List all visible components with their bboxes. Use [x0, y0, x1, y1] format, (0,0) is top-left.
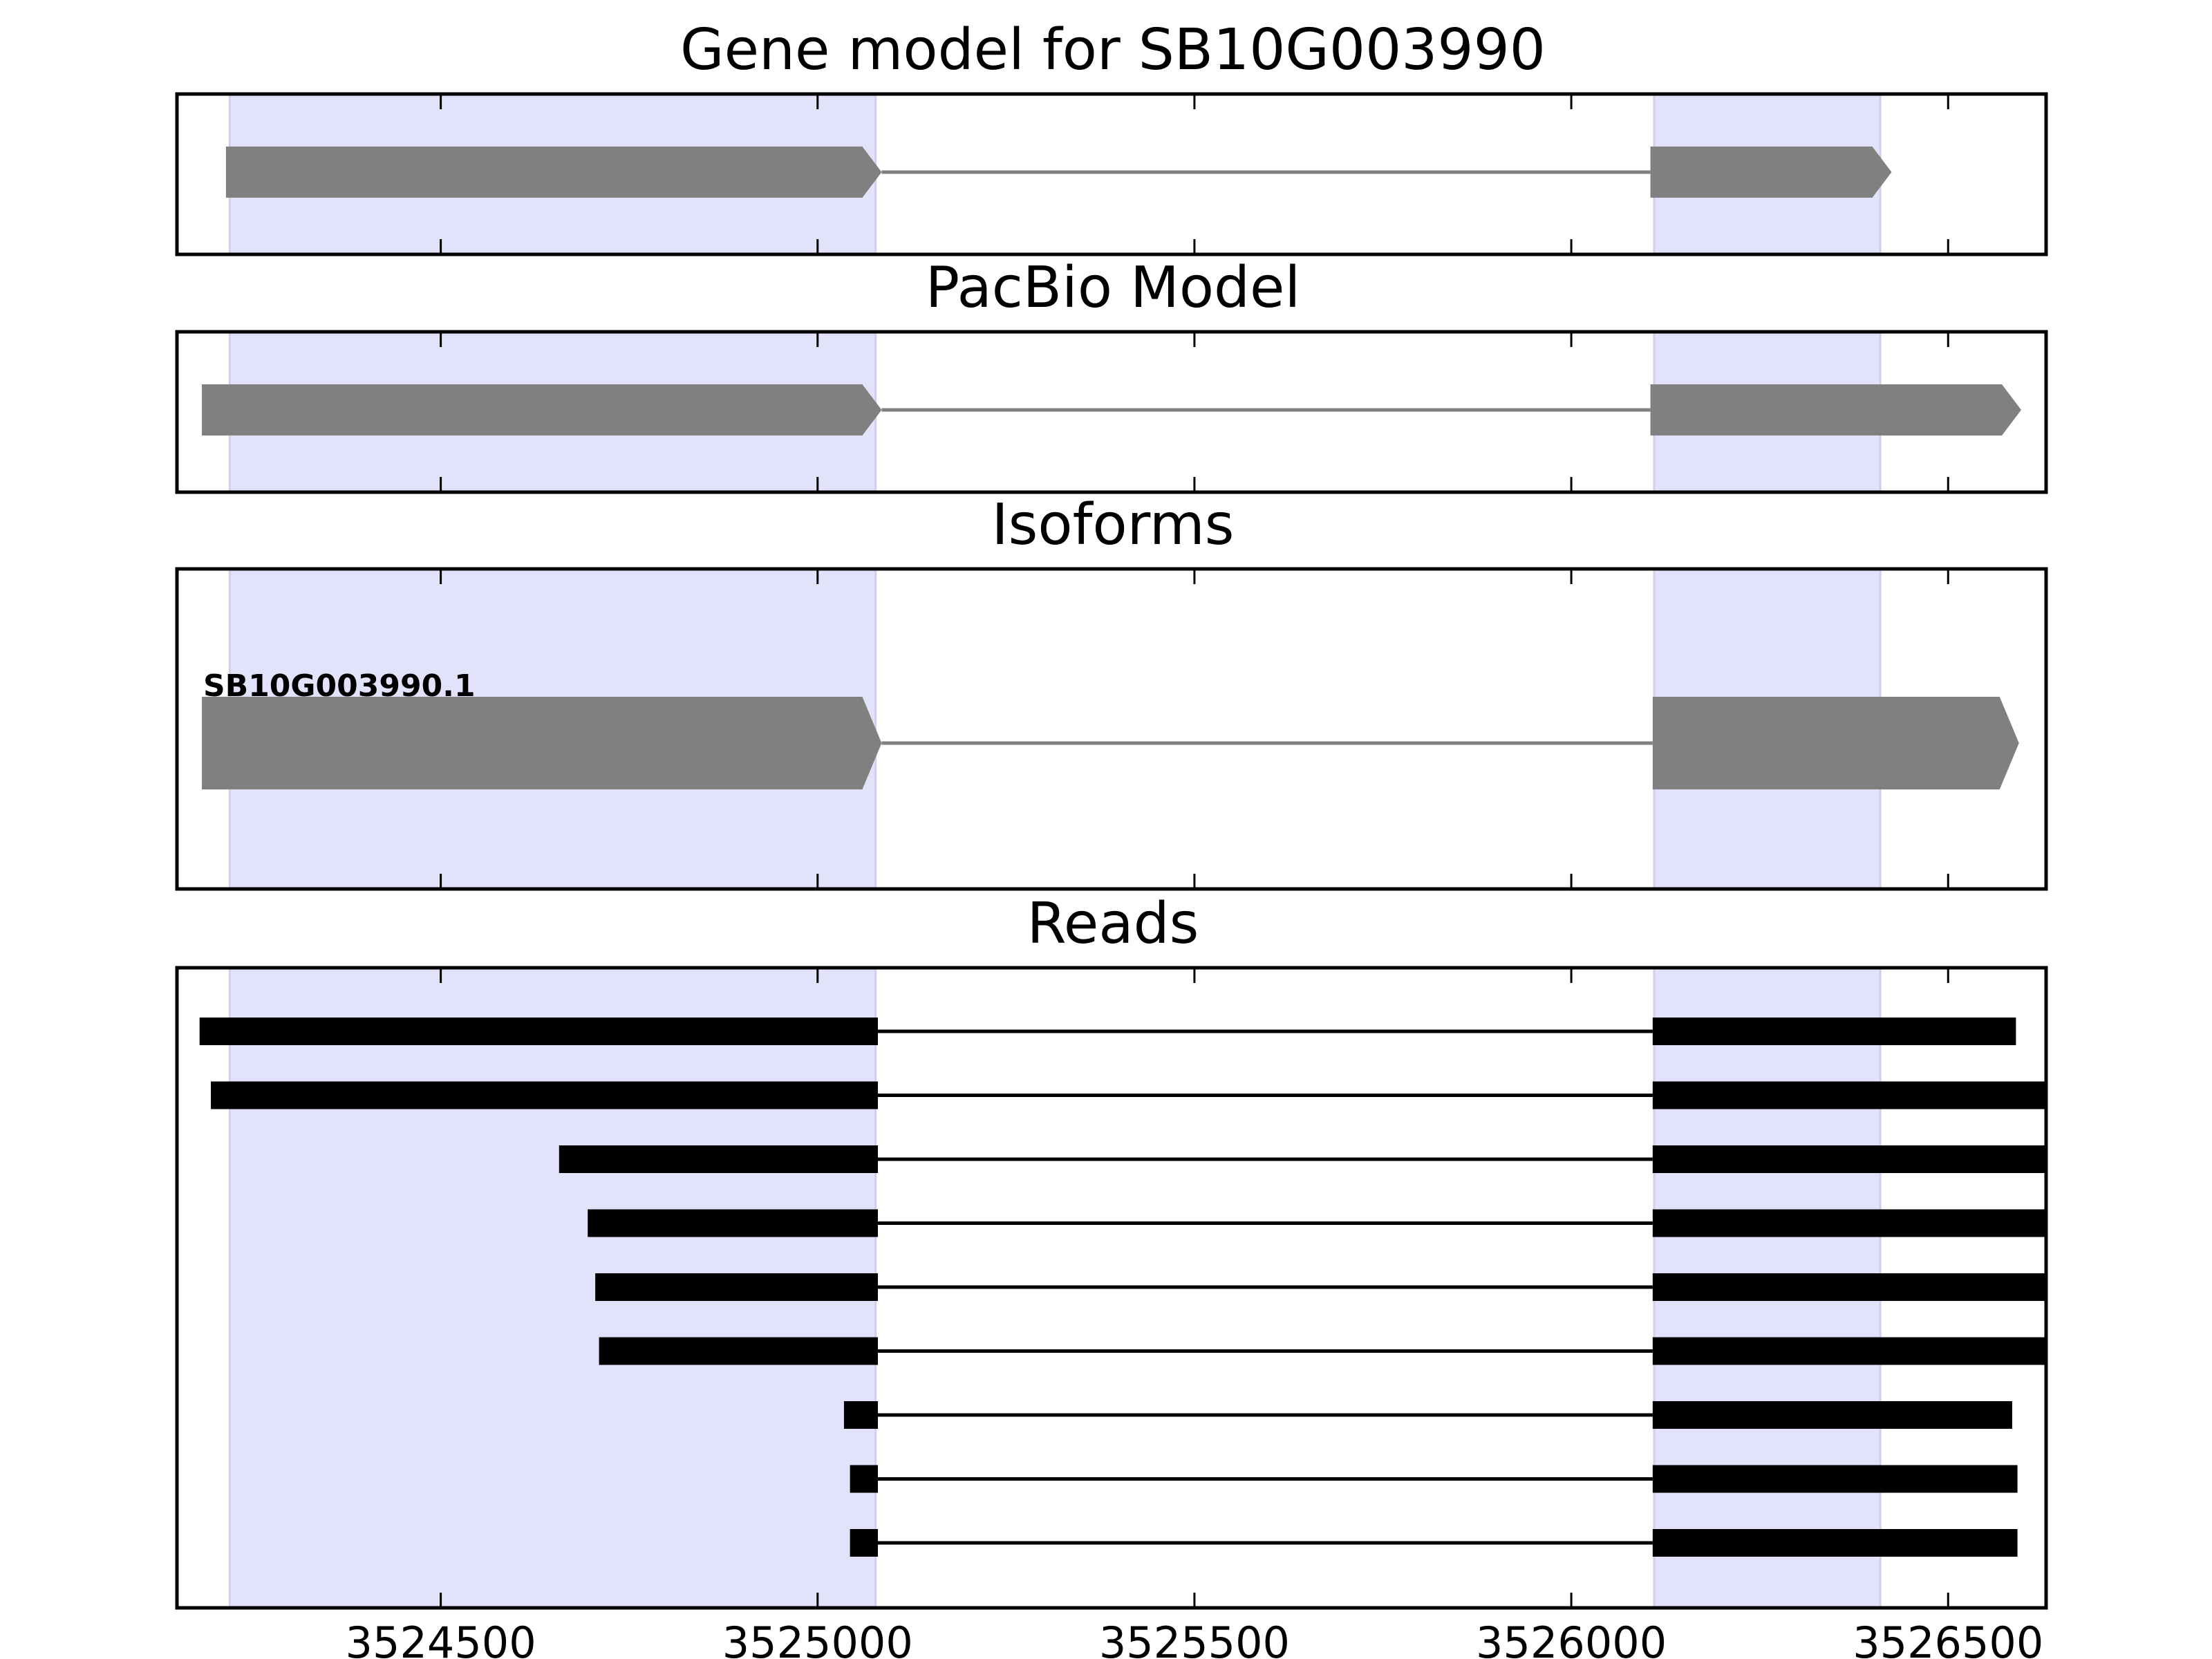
read-exon [1652, 1529, 2018, 1557]
read-exon [843, 1401, 878, 1429]
gene-model-exon [1650, 147, 1892, 198]
read-exon [1652, 1465, 2018, 1493]
read-exon [1652, 1145, 2046, 1173]
pacbio-model-title: PacBio Model [926, 255, 1301, 321]
read-exon [559, 1145, 878, 1173]
x-tick-label: 3525000 [722, 1618, 913, 1659]
read-exon [599, 1337, 878, 1365]
read-exon [588, 1209, 878, 1237]
isoforms-title: Isoforms [992, 492, 1235, 558]
isoform-exon [201, 697, 882, 789]
read-exon [211, 1081, 878, 1109]
read-exon [199, 1018, 878, 1045]
x-tick-label: 3525500 [1099, 1618, 1290, 1659]
x-tick-label: 3526500 [1853, 1618, 2043, 1659]
read-exon [850, 1529, 878, 1557]
pacbio-model-frame [175, 330, 2048, 494]
read-exon [1652, 1401, 2012, 1429]
feature-layer [199, 147, 2046, 1557]
text-layer: Gene model for SB10G003990 PacBio Model SB… [203, 17, 2043, 1659]
read-exon [1652, 1018, 2016, 1045]
x-tick-label: 3524500 [346, 1618, 536, 1659]
pacbio-model-exon [201, 384, 882, 435]
isoform-label: SB10G003990.1 [203, 668, 476, 704]
read-exon [850, 1465, 878, 1493]
read-exon [1652, 1081, 2046, 1109]
frame-layer [175, 92, 2048, 1610]
pacbio-model-exon [1650, 384, 2022, 435]
reads-title: Reads [1027, 891, 1199, 957]
x-tick-label: 3526000 [1476, 1618, 1667, 1659]
read-exon [1652, 1337, 2046, 1365]
highlight-layer [228, 93, 1882, 1609]
isoform-exon [1652, 697, 2019, 789]
isoforms-frame [175, 567, 2048, 891]
read-exon [1652, 1209, 2046, 1237]
gene-model-title: Gene model for SB10G003990 [680, 17, 1546, 83]
read-exon [595, 1273, 878, 1301]
gene-model-frame [175, 92, 2048, 256]
read-exon [1652, 1273, 2046, 1301]
reads-frame [175, 966, 2048, 1610]
gene-model-exon [225, 147, 882, 198]
